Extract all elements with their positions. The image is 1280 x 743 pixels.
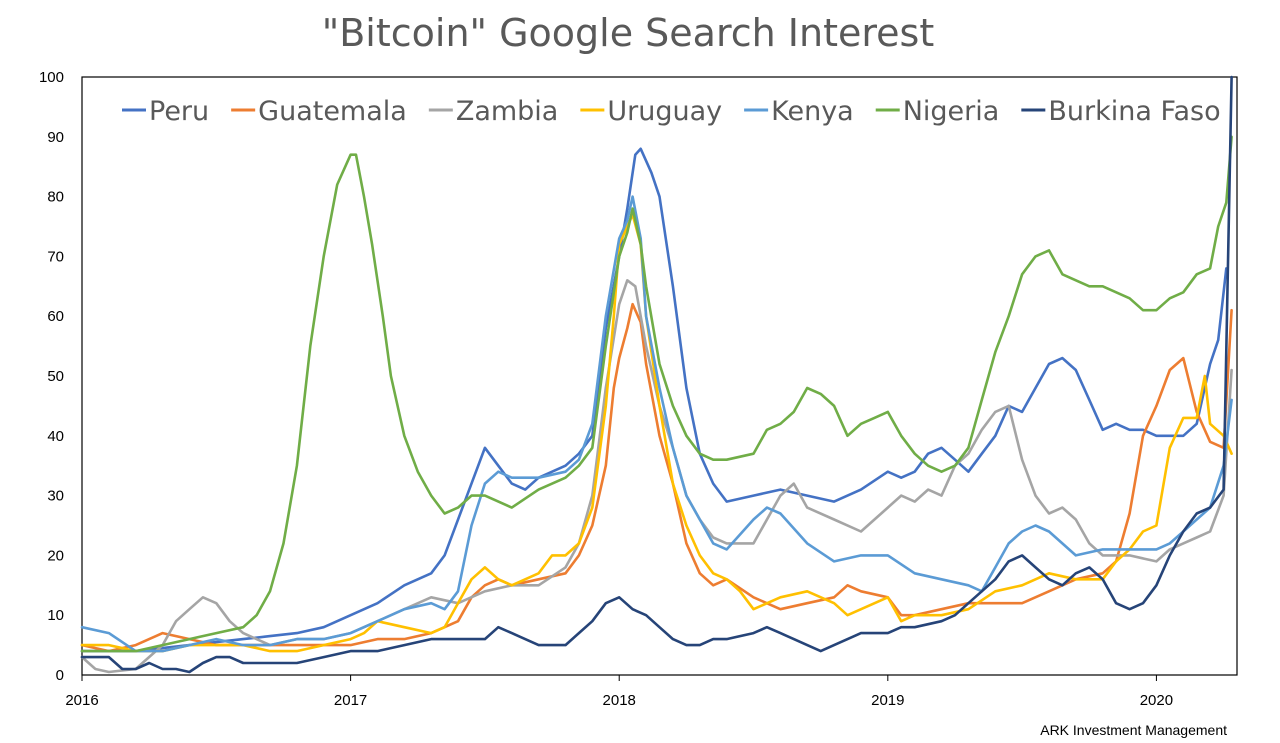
series-line-burkina-faso (80, 75, 1233, 674)
y-tick-label: 100 (39, 69, 64, 86)
x-tick-label: 2019 (871, 692, 904, 709)
legend-label: Guatemala (258, 96, 407, 127)
source-label: ARK Investment Management (1040, 722, 1227, 738)
series-lines (80, 75, 1233, 674)
series-line-kenya (80, 195, 1233, 653)
y-tick-label: 0 (56, 667, 64, 684)
series-line-guatemala (80, 302, 1233, 653)
x-tick-label: 2017 (334, 692, 367, 709)
legend-label: Kenya (771, 96, 854, 127)
x-tick-label: 2020 (1140, 692, 1173, 709)
y-tick-label: 50 (47, 368, 64, 385)
x-axis: 2016 2017 2018 2019 2020 (65, 675, 1173, 709)
plot-area (81, 76, 1238, 676)
legend-label: Nigeria (903, 96, 1000, 127)
y-tick-label: 10 (47, 607, 64, 624)
legend-label: Uruguay (607, 96, 722, 127)
legend-label: Peru (149, 96, 209, 127)
legend-item-burkina-faso: Burkina Faso (1021, 96, 1221, 127)
x-tick-label: 2018 (603, 692, 636, 709)
legend-item-zambia: Zambia (428, 96, 559, 127)
legend: Peru Guatemala Zambia Uruguay Kenya Nigeria Bu… (122, 96, 1221, 127)
y-tick-label: 20 (47, 547, 64, 564)
legend-item-nigeria: Nigeria (875, 96, 1000, 127)
y-tick-label: 40 (47, 428, 64, 445)
chart-title: "Bitcoin" Google Search Interest (322, 11, 935, 55)
series-line-zambia (80, 279, 1233, 674)
y-axis: 0 10 20 30 40 50 60 70 80 90 100 (39, 69, 64, 684)
legend-item-guatemala: Guatemala (231, 96, 407, 127)
legend-item-peru: Peru (122, 96, 209, 127)
y-tick-label: 30 (47, 488, 64, 505)
series-line-peru (80, 147, 1228, 653)
x-tick-label: 2016 (65, 692, 98, 709)
legend-item-uruguay: Uruguay (580, 96, 722, 127)
series-line-nigeria (80, 135, 1233, 653)
y-tick-label: 60 (47, 308, 64, 325)
y-tick-label: 70 (47, 248, 64, 265)
y-tick-label: 90 (47, 129, 64, 146)
legend-label: Zambia (456, 96, 559, 127)
y-tick-label: 80 (47, 189, 64, 206)
legend-item-kenya: Kenya (744, 96, 854, 127)
legend-label: Burkina Faso (1048, 96, 1220, 127)
